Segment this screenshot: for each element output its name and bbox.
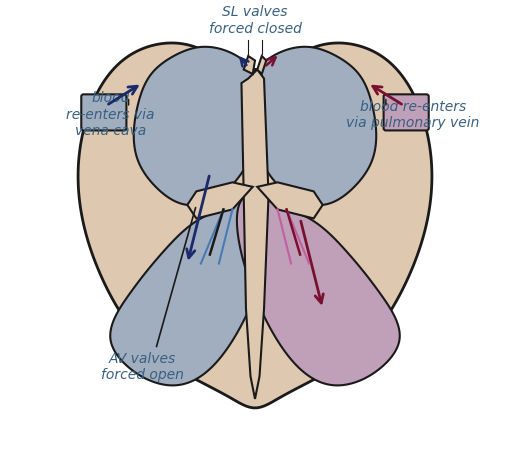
FancyBboxPatch shape [383,95,428,131]
Polygon shape [241,70,268,399]
Text: AV valves
forced open: AV valves forced open [101,352,183,382]
Polygon shape [133,47,263,205]
Polygon shape [257,56,266,74]
Text: blood
re-enters via
vena cava: blood re-enters via vena cava [66,91,155,138]
Text: blood re-enters
via pulmonary vein: blood re-enters via pulmonary vein [346,100,478,130]
Polygon shape [257,183,322,219]
Polygon shape [187,183,252,219]
Text: SL valves
forced closed: SL valves forced closed [208,6,301,36]
FancyBboxPatch shape [81,95,126,131]
Polygon shape [110,195,272,386]
Polygon shape [237,195,399,386]
Polygon shape [78,43,431,408]
Polygon shape [243,56,254,74]
Polygon shape [246,47,376,205]
